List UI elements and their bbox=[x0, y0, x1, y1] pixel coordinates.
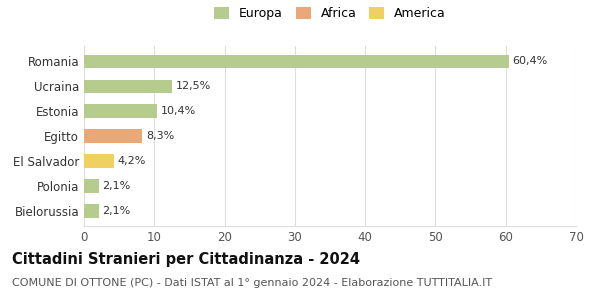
Text: 2,1%: 2,1% bbox=[102, 181, 131, 191]
Text: COMUNE DI OTTONE (PC) - Dati ISTAT al 1° gennaio 2024 - Elaborazione TUTTITALIA.: COMUNE DI OTTONE (PC) - Dati ISTAT al 1°… bbox=[12, 278, 492, 288]
Text: 12,5%: 12,5% bbox=[175, 81, 211, 91]
Bar bbox=[84, 104, 157, 118]
Bar bbox=[84, 204, 99, 218]
Text: 10,4%: 10,4% bbox=[161, 106, 196, 116]
Text: Cittadini Stranieri per Cittadinanza - 2024: Cittadini Stranieri per Cittadinanza - 2… bbox=[12, 252, 360, 267]
Legend: Europa, Africa, America: Europa, Africa, America bbox=[209, 2, 451, 25]
Text: 60,4%: 60,4% bbox=[512, 57, 547, 66]
Bar bbox=[84, 179, 99, 193]
Bar bbox=[84, 55, 509, 68]
Text: 4,2%: 4,2% bbox=[117, 156, 145, 166]
Bar bbox=[84, 79, 172, 93]
Bar bbox=[84, 129, 142, 143]
Text: 8,3%: 8,3% bbox=[146, 131, 174, 141]
Bar bbox=[84, 154, 113, 168]
Text: 2,1%: 2,1% bbox=[102, 206, 131, 216]
